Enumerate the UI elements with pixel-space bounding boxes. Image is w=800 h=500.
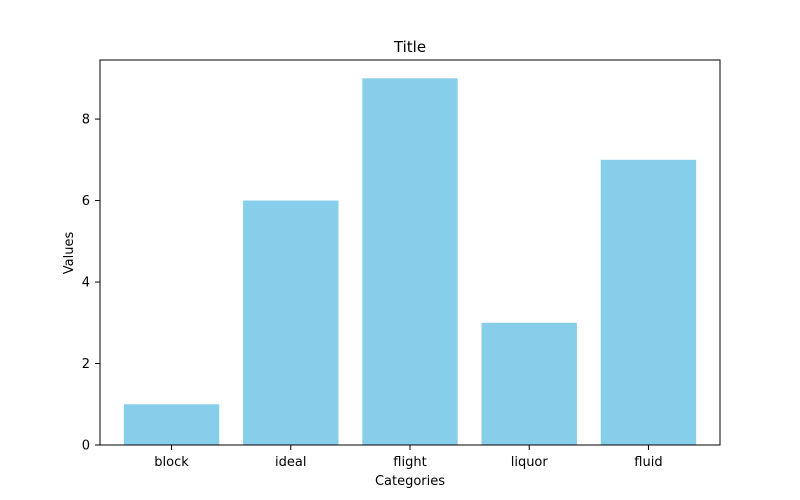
x-tick-label: block	[154, 455, 189, 470]
bars-group	[123, 78, 697, 445]
x-tick-label: flight	[393, 455, 426, 470]
y-tick-label: 8	[82, 113, 90, 128]
bar-block	[123, 404, 220, 445]
bar-flight	[362, 78, 458, 445]
y-tick-label: 6	[82, 194, 90, 209]
x-tick-label: ideal	[275, 455, 306, 470]
y-axis-ticks: 0 2 4 6 8	[82, 113, 100, 454]
x-tick-label: fluid	[634, 455, 662, 470]
bar-fluid	[600, 159, 697, 445]
y-tick-label: 2	[82, 357, 90, 372]
plot-area-frame	[99, 59, 721, 446]
y-tick-label: 0	[82, 439, 90, 454]
bar-liquor	[481, 322, 577, 445]
x-tick-label: liquor	[511, 455, 549, 470]
y-tick-label: 4	[82, 276, 90, 291]
chart-title: Title	[393, 38, 426, 56]
x-axis-label: Categories	[375, 474, 445, 489]
x-axis-ticks: block ideal flight liquor fluid	[154, 445, 663, 470]
y-axis-label: Values	[62, 232, 77, 275]
bar-ideal	[243, 200, 339, 445]
